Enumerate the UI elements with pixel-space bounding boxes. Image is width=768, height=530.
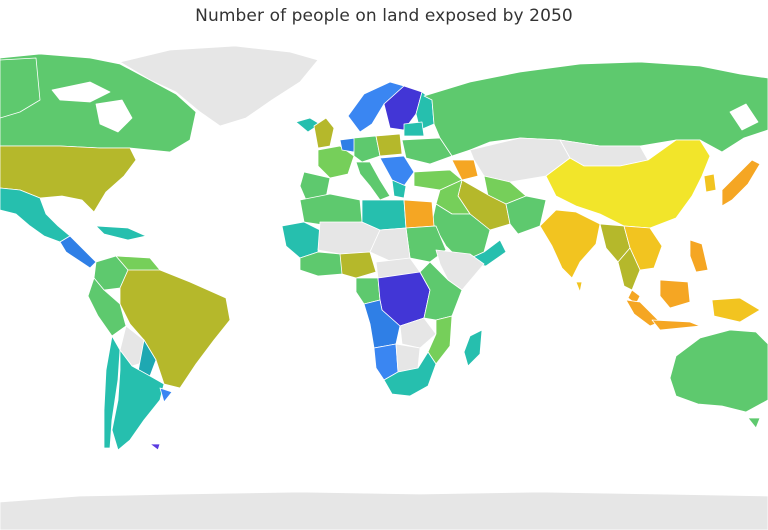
region-baltics[interactable] xyxy=(403,121,425,137)
region-alaska[interactable] xyxy=(0,57,41,119)
region-ukraine[interactable] xyxy=(401,137,453,165)
region-caucasus[interactable] xyxy=(451,159,479,181)
region-caribbean[interactable] xyxy=(95,225,147,241)
region-egypt[interactable] xyxy=(403,199,435,229)
region-angola[interactable] xyxy=(363,299,401,349)
region-indonesia-borneo[interactable] xyxy=(659,279,691,309)
region-uk[interactable] xyxy=(313,117,335,149)
region-italy[interactable] xyxy=(355,161,391,201)
region-papua[interactable] xyxy=(711,297,761,323)
region-uruguay[interactable] xyxy=(159,387,173,403)
region-brazil[interactable] xyxy=(119,269,231,389)
region-hudson-bay xyxy=(95,99,133,133)
region-kamchatka-gap xyxy=(729,103,759,131)
region-west-sahel[interactable] xyxy=(281,221,321,259)
region-mali-niger[interactable] xyxy=(317,221,381,255)
region-india[interactable] xyxy=(539,209,601,279)
region-sri-lanka[interactable] xyxy=(575,281,583,293)
region-balkans[interactable] xyxy=(379,155,415,187)
region-japan[interactable] xyxy=(721,159,761,207)
region-botswana[interactable] xyxy=(395,343,421,373)
region-nigeria[interactable] xyxy=(339,251,377,279)
region-poland[interactable] xyxy=(375,133,403,157)
region-tasmania[interactable] xyxy=(747,417,761,429)
region-madagascar[interactable] xyxy=(463,329,483,367)
region-falklands[interactable] xyxy=(149,443,161,451)
region-afghanistan-pakistan[interactable] xyxy=(505,195,547,235)
region-china[interactable] xyxy=(545,139,711,229)
region-morocco-algeria[interactable] xyxy=(299,193,363,227)
region-antarctica[interactable] xyxy=(0,491,768,530)
region-greece[interactable] xyxy=(391,179,407,199)
region-zambia[interactable] xyxy=(399,317,437,349)
region-canada-islands-gap xyxy=(51,81,111,103)
region-thailand[interactable] xyxy=(617,247,641,291)
region-south-africa[interactable] xyxy=(383,351,437,397)
region-russia[interactable] xyxy=(423,61,768,157)
region-peru[interactable] xyxy=(87,277,127,337)
region-france[interactable] xyxy=(317,145,355,179)
region-central-america[interactable] xyxy=(59,235,97,269)
region-greenland[interactable] xyxy=(119,45,319,127)
region-germany[interactable] xyxy=(353,135,381,163)
region-cameroon-gabon[interactable] xyxy=(355,277,381,305)
region-korea[interactable] xyxy=(703,173,717,193)
region-chile[interactable] xyxy=(103,335,121,449)
region-indonesia-java[interactable] xyxy=(651,319,701,331)
region-australia[interactable] xyxy=(669,329,768,413)
map-title: Number of people on land exposed by 2050 xyxy=(195,6,573,26)
region-argentina[interactable] xyxy=(111,349,165,451)
region-philippines[interactable] xyxy=(689,239,709,273)
